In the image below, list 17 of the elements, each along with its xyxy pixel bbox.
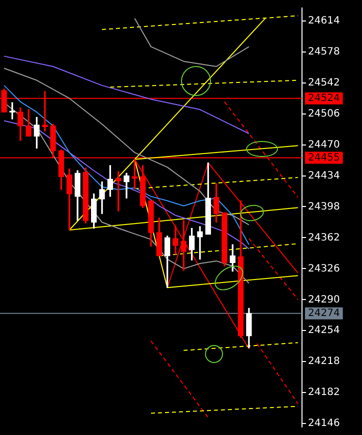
ref-line-label: 24455 [308,152,340,164]
y-tick-label: 24218 [308,356,340,368]
y-tick-label: 24470 [308,139,340,150]
y-tick-label: 24182 [308,387,340,398]
y-tick-label: 24398 [308,201,340,212]
y-tick-label: 24362 [308,232,340,244]
y-tick-label: 24290 [308,294,340,306]
ref-line-label: 24274 [308,308,340,320]
ref-line-label: 24524 [308,92,340,104]
y-tick-label: 24578 [308,46,340,58]
y-tick-label: 24254 [308,325,340,336]
y-tick-label: 24542 [308,77,340,88]
y-tick-label: 24434 [308,170,340,182]
y-tick-label: 24326 [308,263,340,274]
y-tick-label: 24614 [308,16,340,26]
y-tick-label: 24146 [308,418,340,430]
y-tick-label: 24506 [308,108,340,120]
